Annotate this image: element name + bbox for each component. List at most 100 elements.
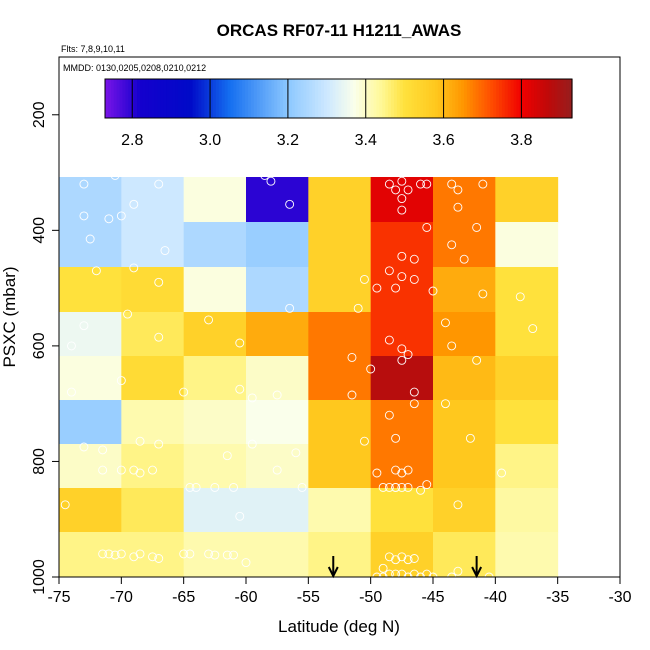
colorbar-segment (548, 79, 553, 118)
heatmap-cell-52 (308, 444, 372, 489)
sample-point-74 (441, 318, 450, 328)
heatmap-cell-41 (121, 400, 185, 445)
sample-point-92 (272, 390, 282, 400)
sample-point-72 (285, 303, 295, 313)
heatmap-cell-27 (246, 312, 309, 357)
colorbar-segment (408, 79, 413, 118)
sample-point-22 (154, 138, 164, 147)
sample-point-56 (391, 283, 401, 293)
colorbar-segment (539, 79, 544, 118)
colorbar-segment (350, 79, 354, 118)
sample-point-137 (110, 550, 120, 560)
sample-point-97 (441, 399, 450, 409)
sample-point-116 (397, 468, 407, 478)
sample-point-112 (148, 465, 157, 475)
colorbar-segment (107, 79, 112, 118)
colorbar-segment (411, 79, 415, 118)
arrow-head (327, 566, 339, 579)
sample-point-136 (104, 549, 114, 559)
y-tick-label: 400 (31, 217, 48, 244)
colorbar-segment (428, 79, 433, 118)
heatmap-cell-14 (433, 222, 496, 268)
colorbar-segment (443, 79, 448, 118)
sample-point-81 (403, 350, 413, 360)
heatmap-cell-29 (370, 312, 434, 357)
sample-point-109 (116, 465, 126, 475)
colorbar-segment (224, 79, 229, 118)
colorbar-segment (300, 79, 305, 118)
sample-point-88 (116, 376, 126, 386)
sample-point-91 (247, 393, 257, 403)
colorbar-segment (358, 79, 363, 118)
colorbar-segment (183, 79, 188, 118)
colorbar-segment (361, 79, 366, 118)
colorbar-segment (338, 79, 343, 118)
colorbar-segment (215, 79, 220, 118)
colorbar-segment (475, 79, 480, 118)
colorbar-segment (370, 79, 375, 118)
colorbar-segment (551, 79, 556, 118)
colorbar-segment (391, 79, 395, 118)
colorbar-segment (315, 79, 319, 118)
sample-point-144 (185, 549, 195, 559)
dates-label: MMDD: 0130,0205,0208,0210,0212 (63, 63, 206, 73)
heatmap-cell-48 (59, 444, 122, 489)
colorbar-segment (175, 79, 179, 118)
colorbar-segment (323, 79, 328, 118)
colorbar-segment (105, 79, 109, 118)
colorbar-segment (245, 79, 249, 118)
colorbar-segment (499, 79, 503, 118)
colorbar-segment (563, 79, 567, 118)
x-tick-label: -65 (172, 589, 195, 606)
heatmap-cell-54 (433, 444, 496, 489)
colorbar-segment (469, 79, 474, 118)
colorbar-segment (268, 79, 272, 118)
colorbar-segment (233, 79, 237, 118)
colorbar-segment (329, 79, 334, 118)
colorbar-segment (542, 79, 547, 118)
sample-point-42 (447, 179, 457, 189)
colorbar-segment (239, 79, 243, 118)
colorbar-segment (504, 79, 509, 118)
colorbar-segment (312, 79, 316, 118)
sample-point-107 (359, 436, 369, 446)
colorbar-segment (431, 79, 436, 118)
sample-point-104 (222, 451, 232, 461)
sample-point-26 (515, 156, 525, 166)
sample-point-160 (409, 569, 419, 579)
chart-title: ORCAS RF07-11 H1211_AWAS (217, 21, 462, 40)
heatmap-cell-11 (246, 222, 309, 268)
colorbar-segment (472, 79, 477, 118)
colorbar-segment (128, 79, 132, 118)
heatmap-cell-55 (495, 444, 559, 489)
colorbar-segment (172, 79, 176, 118)
sample-point-23 (260, 130, 270, 140)
sample-point-61 (459, 254, 469, 264)
sample-point-90 (235, 384, 245, 394)
heatmap-cell-10 (183, 222, 247, 268)
sample-point-121 (60, 500, 70, 510)
heatmap-cell-45 (370, 400, 434, 445)
colorbar-segment (501, 79, 506, 118)
colorbar-segment (516, 79, 521, 118)
sample-point-102 (135, 436, 145, 446)
sample-point-54 (384, 266, 394, 276)
heatmap-cell-28 (308, 312, 372, 357)
heatmap-cell-42 (183, 400, 247, 445)
sample-point-98 (391, 433, 401, 443)
colorbar-segment (490, 79, 494, 118)
sample-point-18 (91, 133, 101, 143)
colorbar-segment (414, 79, 418, 118)
sample-point-57 (409, 254, 419, 264)
sample-point-153 (403, 555, 413, 565)
sample-point-73 (353, 303, 363, 313)
colorbar-segment (466, 79, 471, 118)
colorbar-segment (157, 79, 162, 118)
y-axis-title: PSXC (mbar) (0, 266, 19, 367)
colorbar-segment (373, 79, 378, 118)
sample-point-113 (272, 465, 282, 475)
colorbar-segment (201, 79, 205, 118)
sample-point-28 (110, 170, 120, 180)
sample-point-86 (472, 355, 482, 365)
